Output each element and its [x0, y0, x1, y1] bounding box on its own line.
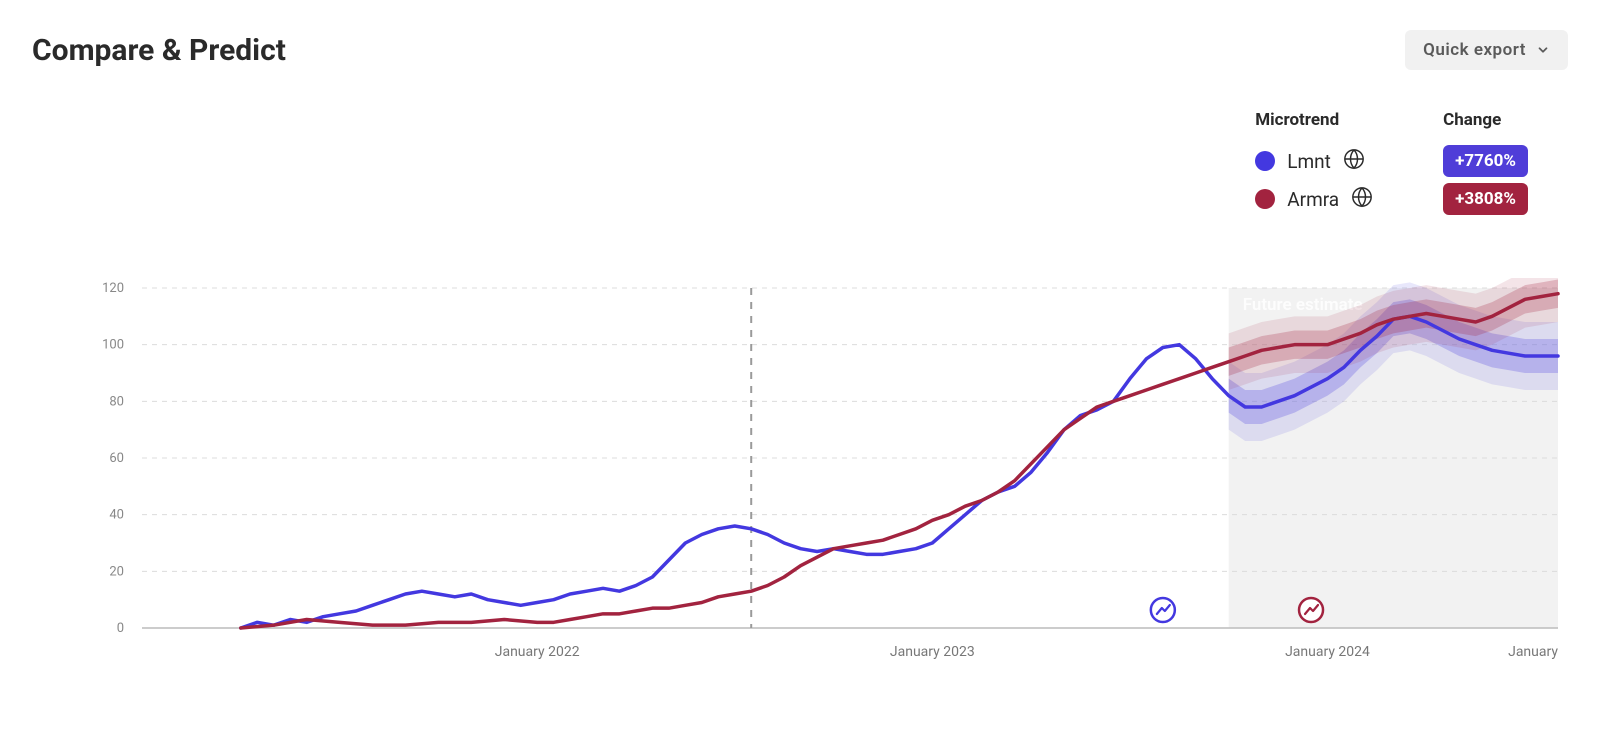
legend-microtrend-col: Microtrend Lmnt Armra	[1255, 110, 1373, 218]
y-tick-label: 60	[109, 451, 124, 466]
page-title: Compare & Predict	[32, 33, 286, 68]
x-tick-label: January 2024	[1285, 644, 1370, 660]
y-tick-label: 20	[109, 564, 124, 579]
legend-series-row: Armra	[1255, 180, 1373, 218]
y-tick-label: 40	[109, 508, 124, 523]
legend-change-col: Change +7760% +3808%	[1443, 110, 1528, 218]
y-tick-label: 120	[102, 281, 124, 296]
legend-dot	[1255, 151, 1275, 171]
legend-microtrend-header: Microtrend	[1255, 110, 1373, 130]
legend-change-row: +3808%	[1443, 180, 1528, 218]
legend-change-header: Change	[1443, 110, 1528, 130]
legend-series-label: Armra	[1287, 188, 1339, 211]
legend-series-row: Lmnt	[1255, 142, 1373, 180]
legend: Microtrend Lmnt Armra Change +7760% +3808%	[32, 110, 1568, 218]
x-tick-label: January 2022	[495, 644, 580, 660]
trend-marker-icon[interactable]	[1151, 598, 1175, 622]
change-badge: +3808%	[1443, 183, 1528, 215]
globe-icon[interactable]	[1351, 186, 1373, 212]
quick-export-button[interactable]: Quick export	[1405, 30, 1568, 70]
trend-marker-icon[interactable]	[1299, 598, 1323, 622]
x-tick-label: January	[1508, 644, 1558, 660]
legend-change-row: +7760%	[1443, 142, 1528, 180]
chevron-down-icon	[1536, 43, 1550, 57]
legend-dot	[1255, 189, 1275, 209]
y-tick-label: 100	[102, 338, 124, 353]
header-row: Compare & Predict Quick export	[32, 30, 1568, 70]
quick-export-label: Quick export	[1423, 40, 1526, 60]
change-badge: +7760%	[1443, 145, 1528, 177]
globe-icon[interactable]	[1343, 148, 1365, 174]
x-tick-label: January 2023	[890, 644, 975, 660]
chart: 0 20 40 60 80 100 120 January 2022 January 2023 J…	[32, 278, 1568, 678]
y-tick-label: 0	[117, 621, 124, 636]
legend-series-label: Lmnt	[1287, 150, 1331, 173]
y-tick-label: 80	[109, 394, 124, 409]
